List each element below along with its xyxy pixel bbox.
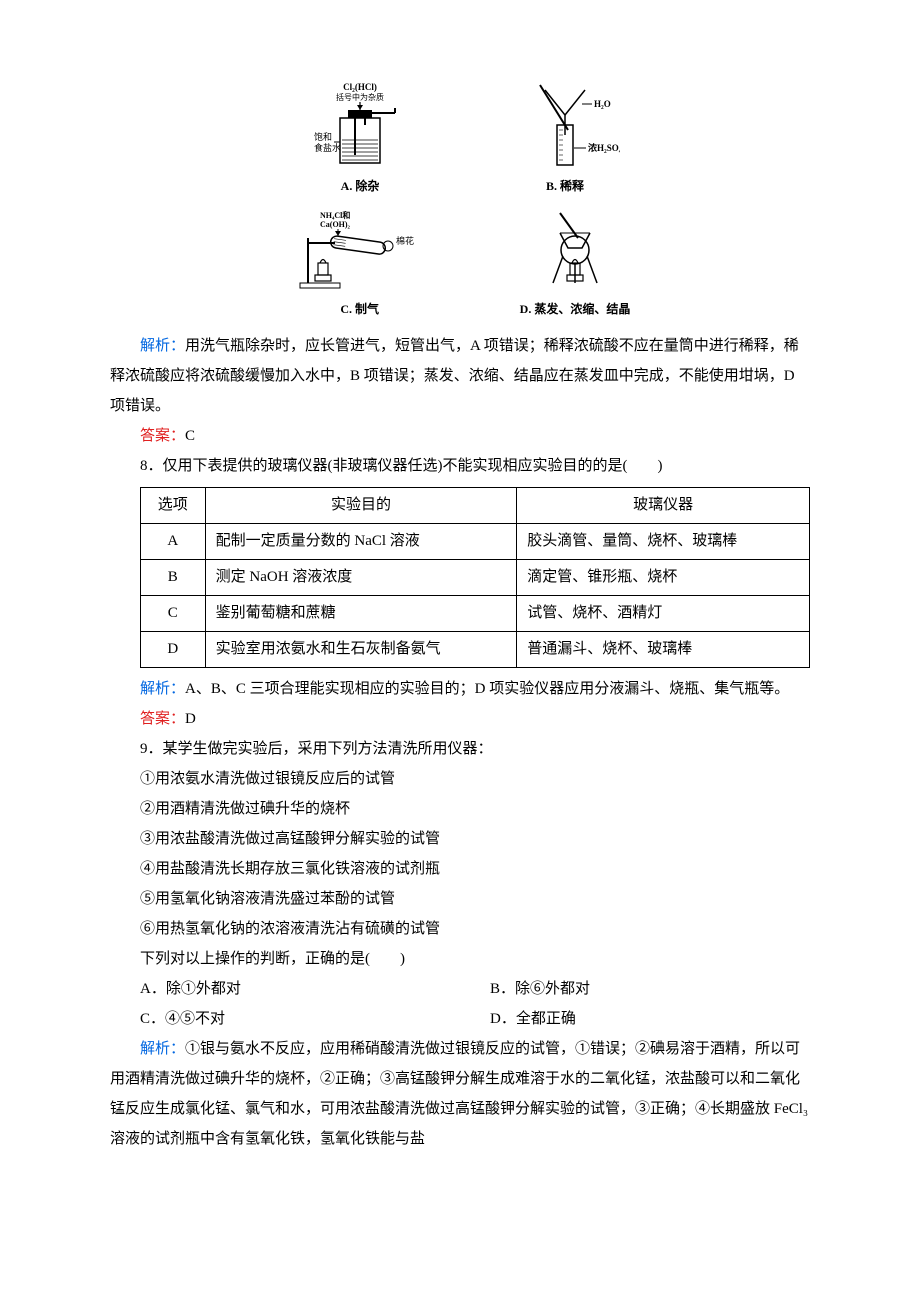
figures-row-1: Cl₂(HCl) 括号中为杂质 饱和 食盐水 A. 除杂 (110, 80, 810, 198)
analysis-label: 解析： (140, 1041, 185, 1057)
svg-text:浓H₂SO₄: 浓H₂SO₄ (588, 142, 620, 153)
table-row: D 实验室用浓氨水和生石灰制备氨气 普通漏斗、烧杯、玻璃棒 (141, 632, 810, 668)
th-glassware: 玻璃仪器 (517, 488, 810, 524)
q8-table: 选项 实验目的 玻璃仪器 A 配制一定质量分数的 NaCl 溶液 胶头滴管、量筒… (140, 487, 810, 668)
q9-item-6: ⑥用热氢氧化钠的浓溶液清洗沾有硫磺的试管 (110, 914, 810, 944)
q9-choice-A: A．除①外都对 (110, 974, 460, 1004)
figure-A-caption: A. 除杂 (341, 174, 380, 198)
th-option: 选项 (141, 488, 206, 524)
q7-analysis-text: 用洗气瓶除杂时，应长管进气，短管出气，A 项错误；稀释浓硫酸不应在量筒中进行稀释… (110, 338, 799, 414)
figure-D-caption: D. 蒸发、浓缩、结晶 (520, 297, 631, 321)
figures-row-2: NH₄Cl和 Ca(OH)₂ 棉花 (110, 208, 810, 321)
q7-answer-value: C (185, 428, 195, 444)
svg-text:NH₄Cl和: NH₄Cl和 (320, 210, 350, 220)
q9-item-2: ②用酒精清洗做过碘升华的烧杯 (110, 794, 810, 824)
figure-B: H₂O 浓H₂SO₄ B. 稀释 (510, 80, 620, 198)
svg-text:Cl₂(HCl): Cl₂(HCl) (343, 82, 377, 92)
figure-D: D. 蒸发、浓缩、结晶 (520, 208, 631, 321)
analysis-label: 解析： (140, 681, 185, 697)
q9-item-1: ①用浓氨水清洗做过银镜反应后的试管 (110, 764, 810, 794)
analysis-label: 解析： (140, 338, 185, 354)
table-row: B 测定 NaOH 溶液浓度 滴定管、锥形瓶、烧杯 (141, 560, 810, 596)
q8-number: 8． (140, 458, 163, 474)
q9-choice-C: C．④⑤不对 (110, 1004, 460, 1034)
q8-answer-value: D (185, 711, 196, 727)
q8-analysis: 解析：A、B、C 三项合理能实现相应的实验目的；D 项实验仪器应用分液漏斗、烧瓶… (110, 674, 810, 704)
q9-choices-row1: A．除①外都对 B．除⑥外都对 (110, 974, 810, 1004)
q9-choice-B: B．除⑥外都对 (460, 974, 810, 1004)
svg-text:Ca(OH)₂: Ca(OH)₂ (320, 220, 351, 229)
figure-C-caption: C. 制气 (340, 297, 379, 321)
q8-stem-text: 仅用下表提供的玻璃仪器(非玻璃仪器任选)不能实现相应实验目的的是( ) (163, 458, 663, 474)
q9-stem-text: 某学生做完实验后，采用下列方法清洗所用仪器： (163, 741, 493, 757)
q9-item-5: ⑤用氢氧化钠溶液清洗盛过苯酚的试管 (110, 884, 810, 914)
q9-analysis: 解析：①银与氨水不反应，应用稀硝酸清洗做过银镜反应的试管，①错误；②碘易溶于酒精… (110, 1034, 810, 1154)
q9-stem: 9．某学生做完实验后，采用下列方法清洗所用仪器： (110, 734, 810, 764)
table-row: A 配制一定质量分数的 NaCl 溶液 胶头滴管、量筒、烧杯、玻璃棒 (141, 524, 810, 560)
q9-analysis-text: ①银与氨水不反应，应用稀硝酸清洗做过银镜反应的试管，①错误；②碘易溶于酒精，所以… (110, 1041, 808, 1147)
q9-choice-D: D．全都正确 (460, 1004, 810, 1034)
answer-label: 答案： (140, 711, 185, 727)
svg-text:棉花: 棉花 (396, 235, 414, 246)
th-purpose: 实验目的 (205, 488, 517, 524)
figure-A: Cl₂(HCl) 括号中为杂质 饱和 食盐水 A. 除杂 (300, 80, 420, 198)
q9-choices-row2: C．④⑤不对 D．全都正确 (110, 1004, 810, 1034)
svg-text:H₂O: H₂O (594, 99, 611, 109)
q9-prompt: 下列对以上操作的判断，正确的是( ) (110, 944, 810, 974)
q9-number: 9． (140, 741, 163, 757)
label-saturated: 饱和 (314, 131, 332, 142)
figure-C: NH₄Cl和 Ca(OH)₂ 棉花 (290, 208, 430, 321)
q8-answer: 答案：D (110, 704, 810, 734)
table-row: C 鉴别葡萄糖和蔗糖 试管、烧杯、酒精灯 (141, 596, 810, 632)
q8-analysis-text: A、B、C 三项合理能实现相应的实验目的；D 项实验仪器应用分液漏斗、烧瓶、集气… (185, 681, 789, 697)
svg-text:括号中为杂质: 括号中为杂质 (336, 92, 384, 102)
q9-item-3: ③用浓盐酸清洗做过高锰酸钾分解实验的试管 (110, 824, 810, 854)
q7-analysis: 解析：用洗气瓶除杂时，应长管进气，短管出气，A 项错误；稀释浓硫酸不应在量筒中进… (110, 331, 810, 421)
table-header-row: 选项 实验目的 玻璃仪器 (141, 488, 810, 524)
q9-item-4: ④用盐酸清洗长期存放三氯化铁溶液的试剂瓶 (110, 854, 810, 884)
q8-stem: 8．仅用下表提供的玻璃仪器(非玻璃仪器任选)不能实现相应实验目的的是( ) (110, 451, 810, 481)
svg-text:食盐水: 食盐水 (314, 142, 341, 153)
answer-label: 答案： (140, 428, 185, 444)
q7-answer: 答案：C (110, 421, 810, 451)
figure-B-caption: B. 稀释 (546, 174, 584, 198)
